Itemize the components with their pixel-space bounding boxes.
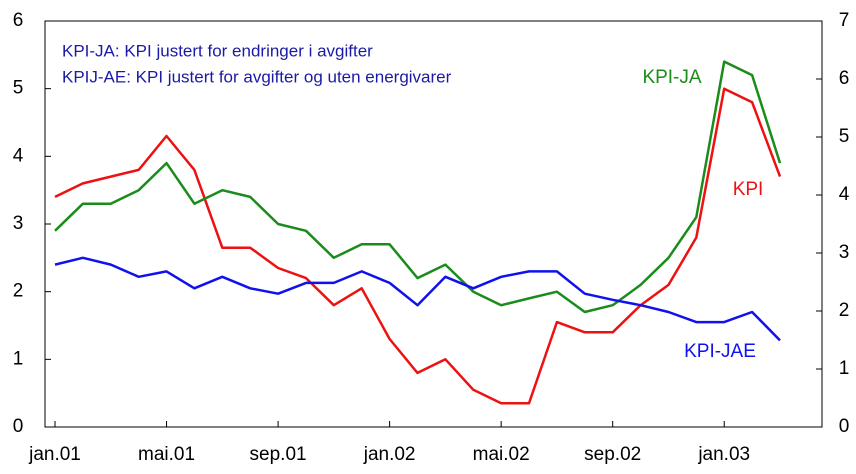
x-tick-label: jan.03	[697, 444, 750, 465]
x-tick-label: mai.01	[138, 444, 195, 465]
series-label: KPI	[733, 179, 764, 200]
y2-tick-label: 5	[839, 126, 850, 147]
y2-tick-label: 1	[839, 358, 850, 379]
y-tick-label: 2	[13, 281, 24, 302]
x-tick-label: sep.02	[584, 444, 641, 465]
series-label: KPI-JAE	[684, 341, 756, 362]
x-tick-label: sep.01	[250, 444, 307, 465]
x-tick-label: mai.02	[473, 444, 530, 465]
y-tick-label: 0	[13, 416, 24, 437]
note: KPI-JA: KPI justert for endringer i avgi…	[62, 41, 373, 60]
y2-tick-label: 4	[839, 184, 850, 205]
y-tick-label: 3	[13, 213, 24, 234]
y-tick-label: 6	[13, 10, 24, 31]
y-tick-label: 4	[13, 145, 24, 166]
y2-tick-label: 7	[839, 10, 850, 31]
series-line	[54, 256, 781, 342]
note: KPIJ-AE: KPI justert for avgifter og ute…	[62, 67, 452, 86]
series-line	[54, 60, 782, 314]
y2-tick-label: 2	[839, 300, 850, 321]
x-tick-label: jan.02	[363, 444, 416, 465]
series-line	[54, 87, 782, 405]
y-tick-label: 1	[13, 348, 24, 369]
y2-tick-label: 0	[839, 416, 850, 437]
x-tick-label: jan.01	[28, 444, 81, 465]
y-tick-label: 5	[13, 78, 24, 99]
y2-tick-label: 3	[839, 242, 850, 263]
series-label: KPI-JA	[642, 67, 701, 88]
y2-tick-label: 6	[839, 68, 850, 89]
